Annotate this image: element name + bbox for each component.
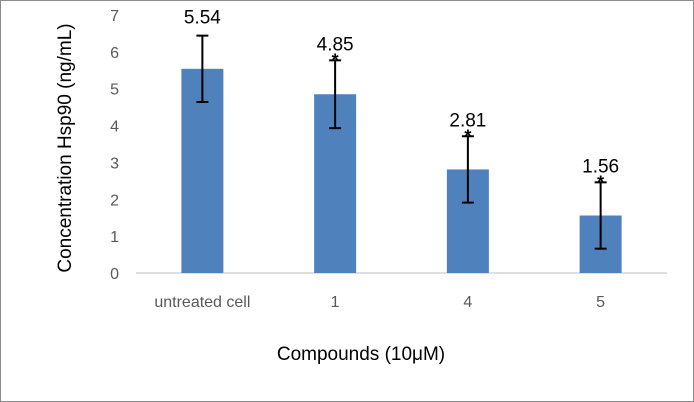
- data-label: 5.54: [184, 8, 221, 29]
- significance-marker: *: [332, 50, 339, 70]
- x-tick-label: 1: [331, 294, 340, 311]
- y-tick-label: 7: [110, 8, 119, 25]
- significance-marker: *: [597, 172, 604, 192]
- x-axis-label: Compounds (10μM): [277, 344, 445, 365]
- data-label: 1.56: [582, 156, 619, 177]
- data-label: 2.81: [449, 110, 486, 131]
- y-tick-label: 5: [110, 82, 119, 99]
- x-tick-label: untreated cell: [154, 294, 250, 311]
- y-tick-label: 0: [110, 266, 119, 283]
- y-tick-label: 1: [110, 229, 119, 246]
- error-bars: [196, 34, 607, 250]
- y-tick-label: 2: [110, 192, 119, 209]
- y-tick-label: 4: [110, 119, 119, 136]
- y-tick-label: 6: [110, 45, 119, 62]
- data-label: 4.85: [317, 34, 354, 55]
- data-labels: 5.54*4.85*2.81*1.56: [184, 8, 619, 193]
- y-axis-ticks: 0 1 2 3 4 5 6 7: [110, 8, 119, 283]
- bars: [181, 68, 622, 273]
- y-axis-label: Concentration Hsp90 (ng/mL): [55, 23, 76, 272]
- x-tick-label: 5: [596, 294, 605, 311]
- significance-marker: *: [464, 126, 471, 146]
- x-axis-ticks: untreated cell 1 4 5: [154, 294, 605, 311]
- x-tick-label: 4: [463, 294, 472, 311]
- y-tick-label: 3: [110, 155, 119, 172]
